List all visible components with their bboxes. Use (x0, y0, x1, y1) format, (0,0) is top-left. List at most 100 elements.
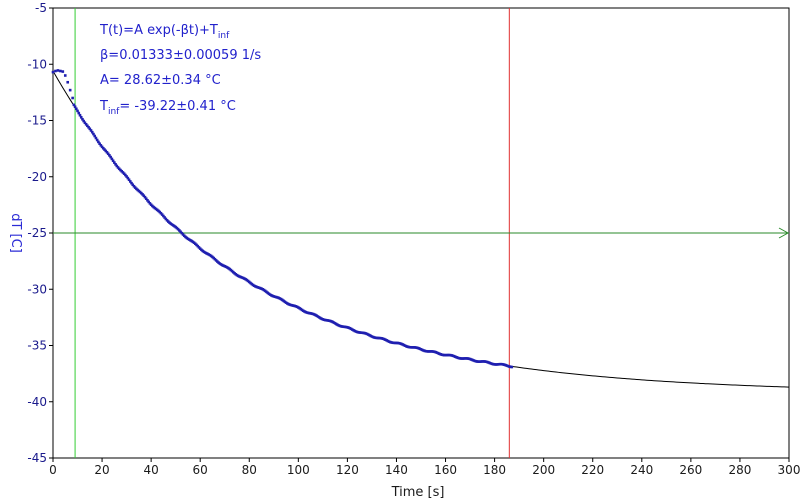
data-points (51, 69, 514, 369)
x-tick-label: 160 (434, 463, 457, 477)
y-axis-title: dT [C] (8, 213, 23, 253)
data-point (180, 231, 184, 235)
data-point (159, 211, 163, 215)
data-point (78, 113, 82, 117)
data-point (87, 125, 90, 129)
data-point (75, 107, 78, 111)
data-point (83, 121, 87, 125)
x-tick-label: 240 (630, 463, 653, 477)
data-point (163, 216, 166, 219)
fit-tinf-sub: inf (108, 107, 120, 117)
x-axis-title: Time [s] (391, 485, 445, 500)
data-point (147, 200, 150, 204)
x-tick-label: 140 (385, 463, 408, 477)
x-tick-label: 20 (94, 463, 109, 477)
data-point (162, 214, 165, 218)
fit-equation-sub: inf (218, 31, 230, 41)
y-tick-label: -15 (27, 114, 47, 128)
data-point (113, 161, 116, 164)
data-point (59, 69, 62, 73)
data-point (132, 184, 136, 188)
data-point (127, 178, 131, 182)
data-point (114, 163, 117, 166)
data-point (97, 140, 100, 144)
data-point (106, 152, 110, 156)
y-axis: -5 -10 -15 -20 -25 -30 -35 -40 -45 (27, 1, 53, 465)
x-tick-label: 80 (242, 463, 257, 477)
data-point (77, 111, 81, 115)
x-tick-label: 200 (532, 463, 555, 477)
data-point (79, 115, 83, 119)
data-point (125, 175, 128, 178)
x-tick-label: 40 (143, 463, 158, 477)
data-point (56, 69, 60, 72)
data-point (90, 130, 94, 134)
data-point (76, 109, 79, 113)
x-tick-label: 120 (336, 463, 359, 477)
data-point (143, 195, 147, 199)
data-point (115, 164, 119, 168)
data-point (86, 124, 89, 128)
data-point (148, 202, 152, 205)
data-point (142, 194, 146, 198)
data-point (68, 88, 72, 92)
data-point (510, 365, 514, 369)
fit-tinf-pre: T (99, 99, 108, 114)
x-tick-label: 220 (581, 463, 604, 477)
y-tick-label: -5 (35, 1, 47, 15)
y-tick-label: -10 (27, 57, 47, 71)
fit-beta: β=0.01333±0.00059 1/s (100, 48, 261, 63)
data-point (178, 229, 181, 232)
y-tick-label: -35 (27, 339, 47, 353)
data-point (160, 213, 164, 216)
data-point (130, 181, 133, 185)
data-point (63, 74, 67, 77)
data-point (95, 138, 99, 142)
horizontal-arrow-icon[interactable] (778, 227, 790, 239)
data-point (101, 146, 105, 150)
data-point (71, 96, 74, 100)
marker-lines (53, 8, 790, 458)
data-point (99, 144, 103, 147)
data-point (116, 166, 120, 169)
data-point (88, 127, 92, 131)
data-point (84, 122, 88, 126)
data-point (179, 230, 182, 234)
data-point (54, 69, 57, 73)
data-point (122, 172, 126, 175)
data-point (92, 132, 95, 136)
data-point (128, 180, 132, 183)
x-axis: 0 20 40 60 80 100 120 140 160 180 200 220 240 260 280 3… (49, 458, 800, 477)
data-point (94, 136, 98, 140)
fit-annotation: T(t)=A exp(-βt)+Tinf β=0.01333±0.00059 1… (99, 23, 261, 117)
y-tick-label: -45 (27, 451, 47, 465)
y-tick-label: -20 (27, 170, 47, 184)
y-tick-label: -40 (27, 395, 47, 409)
data-point (124, 173, 127, 177)
x-tick-label: 280 (728, 463, 751, 477)
data-point (89, 129, 93, 132)
fit-amplitude: A= 28.62±0.34 °C (100, 73, 221, 88)
y-tick-label: -30 (27, 282, 47, 296)
data-point (93, 134, 97, 138)
data-point (66, 80, 70, 84)
data-point (105, 150, 109, 154)
data-point (108, 154, 111, 157)
data-point (111, 159, 115, 163)
x-tick-label: 100 (287, 463, 310, 477)
fit-equation: T(t)=A exp(-βt)+Tinf (99, 23, 230, 41)
data-point (126, 176, 130, 180)
x-tick-label: 60 (193, 463, 208, 477)
x-tick-label: 0 (49, 463, 57, 477)
data-point (104, 149, 108, 153)
data-point (131, 183, 135, 187)
data-point (164, 217, 168, 221)
data-point (103, 148, 106, 151)
fit-tinf: Tinf= -39.22±0.41 °C (99, 99, 236, 117)
x-tick-label: 180 (483, 463, 506, 477)
data-point (144, 197, 148, 201)
fit-tinf-post: = -39.22±0.41 °C (119, 99, 235, 114)
data-point (109, 155, 112, 159)
